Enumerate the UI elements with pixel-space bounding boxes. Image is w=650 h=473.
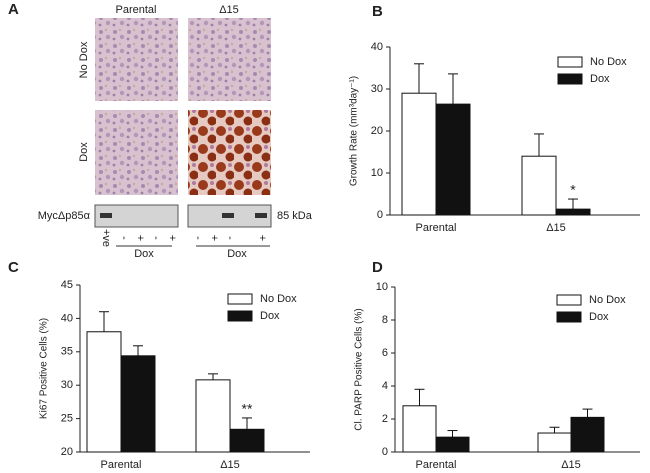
micrograph [95, 18, 178, 101]
legend-label: Dox [589, 311, 609, 323]
legend-swatch [227, 310, 253, 322]
legend-label: No Dox [590, 56, 627, 68]
x-tick-label: Δ15 [561, 459, 581, 471]
panel-letter: A [8, 1, 19, 18]
y-axis-label: Cl. PARP Positive Cells (%) [354, 308, 365, 430]
lane-label: - [118, 236, 130, 240]
treatment-label: Dox [227, 248, 247, 260]
x-tick-label: Δ15 [546, 222, 566, 234]
bar [435, 436, 470, 453]
bar [570, 416, 605, 453]
column-label: Δ15 [219, 4, 239, 16]
x-tick-label: Parental [416, 459, 457, 471]
y-tick-label: 30 [61, 379, 73, 391]
y-tick-label: 0 [377, 209, 383, 221]
lane-label: - [192, 236, 204, 240]
row-label: No Dox [78, 41, 90, 78]
y-axis-label: Growth Rate (mm³day⁻¹) [349, 76, 360, 186]
blot [94, 204, 179, 228]
bar [435, 103, 471, 216]
panel-letter: C [8, 259, 19, 276]
bar [537, 432, 572, 453]
legend-swatch [227, 293, 253, 305]
y-tick-label: 10 [376, 281, 388, 293]
y-tick-label: 25 [61, 413, 73, 425]
lane-label: +ve [100, 229, 112, 247]
y-tick-label: 8 [382, 314, 388, 326]
row-label: Dox [78, 142, 90, 162]
bar [402, 405, 437, 453]
legend-label: No Dox [589, 294, 626, 306]
x-tick-label: Parental [416, 222, 457, 234]
y-tick-label: 6 [382, 347, 388, 359]
legend-swatch [556, 311, 582, 323]
y-tick-label: 30 [371, 83, 383, 95]
x-tick-label: Δ15 [220, 459, 240, 471]
micrograph [95, 110, 178, 195]
legend-label: No Dox [260, 293, 297, 305]
legend-swatch [557, 56, 583, 68]
y-tick-label: 45 [61, 279, 73, 291]
lane-label: + [134, 235, 146, 241]
bar [401, 92, 437, 216]
lane-label: - [150, 236, 162, 240]
panel-letter: B [372, 3, 383, 20]
annotation: * [570, 182, 576, 198]
marker-label: 85 kDa [277, 210, 313, 222]
y-tick-label: 20 [371, 125, 383, 137]
lane-label: + [208, 235, 220, 241]
y-tick-label: 10 [371, 167, 383, 179]
blot-label: MycΔp85α [38, 210, 91, 222]
y-tick-label: 20 [61, 446, 73, 458]
lane-label: + [256, 235, 268, 241]
legend-swatch [556, 294, 582, 306]
x-tick-label: Parental [101, 459, 142, 471]
lane-label: + [166, 235, 178, 241]
column-label: Parental [116, 4, 157, 16]
y-tick-label: 35 [61, 346, 73, 358]
micrograph [188, 18, 271, 101]
bar [120, 355, 156, 453]
treatment-label: Dox [134, 248, 154, 260]
y-tick-label: 0 [382, 446, 388, 458]
y-axis-label: Ki67 Positive Cells (%) [39, 318, 50, 419]
bar [229, 428, 265, 453]
bar [86, 331, 122, 453]
y-tick-label: 40 [371, 41, 383, 53]
micrograph [188, 110, 271, 195]
band [222, 213, 234, 218]
legend-swatch [557, 73, 583, 85]
panel-letter: D [372, 259, 383, 276]
y-tick-label: 2 [382, 413, 388, 425]
legend-label: Dox [590, 73, 610, 85]
panel-a: A Parental Δ15 No Dox Dox MycΔp85α 85 kD… [8, 1, 313, 260]
legend-label: Dox [260, 310, 280, 322]
band [255, 213, 267, 218]
lane-label: - [224, 236, 236, 240]
bar [521, 155, 557, 216]
y-tick-label: 4 [382, 380, 388, 392]
bar [555, 208, 591, 216]
y-tick-label: 40 [61, 312, 73, 324]
bar [195, 379, 231, 453]
annotation: ** [242, 401, 253, 417]
band [100, 213, 112, 218]
